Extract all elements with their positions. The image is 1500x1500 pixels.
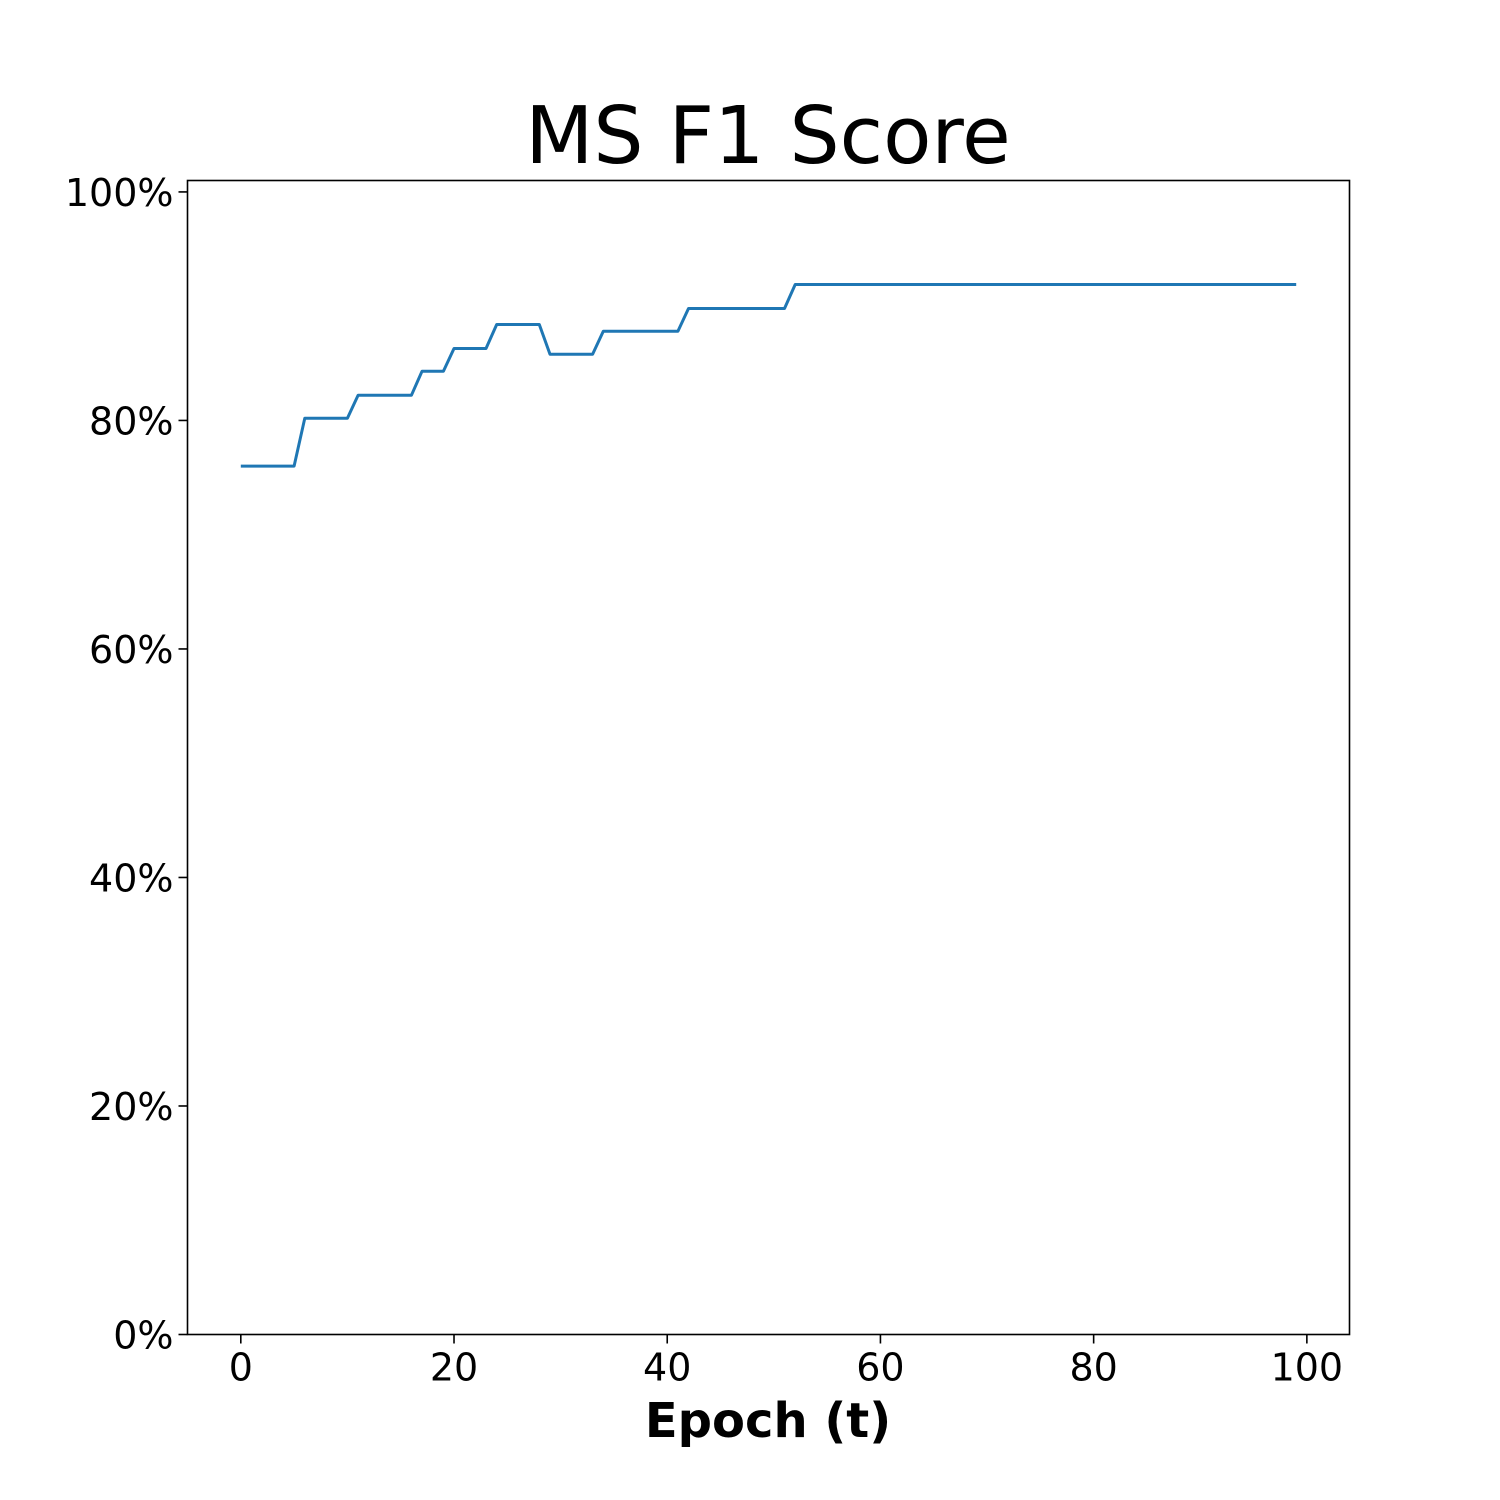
y-axis: 0% 20% 40% 60% 80% 100% bbox=[65, 171, 188, 1358]
x-tick-label: 20 bbox=[430, 1346, 478, 1390]
y-tick-label: 60% bbox=[89, 628, 173, 672]
axes-frame bbox=[186, 179, 1351, 1336]
x-tick-label: 60 bbox=[856, 1346, 904, 1390]
y-tick-label: 40% bbox=[89, 856, 173, 900]
x-axis: 0 20 40 60 80 100 bbox=[229, 1334, 1344, 1390]
x-tick-label: 0 bbox=[229, 1346, 253, 1390]
y-tick-label: 20% bbox=[89, 1085, 173, 1129]
chart-title: MS F1 Score bbox=[525, 90, 1011, 182]
x-axis-label: Epoch (t) bbox=[645, 1393, 891, 1449]
y-tick-label: 80% bbox=[89, 399, 173, 443]
x-tick-label: 100 bbox=[1271, 1346, 1344, 1390]
plot-area bbox=[240, 283, 1297, 468]
y-tick-label: 0% bbox=[113, 1314, 173, 1358]
series-line bbox=[240, 283, 1297, 468]
x-tick-label: 40 bbox=[643, 1346, 691, 1390]
x-tick-label: 80 bbox=[1069, 1346, 1117, 1390]
y-tick-label: 100% bbox=[65, 171, 174, 215]
